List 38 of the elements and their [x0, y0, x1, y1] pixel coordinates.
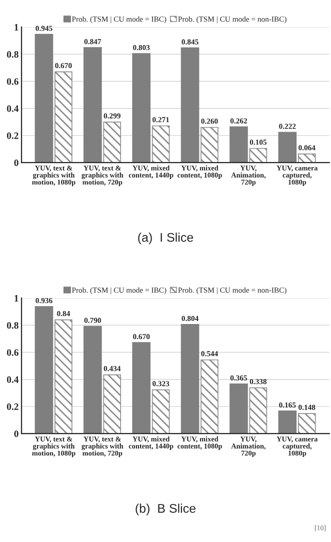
bar — [132, 342, 151, 434]
bar — [180, 324, 200, 434]
bar — [84, 326, 102, 434]
bar — [152, 125, 170, 163]
y-tick-label: 0.8 — [6, 51, 18, 58]
bar — [54, 71, 72, 163]
bar — [278, 410, 297, 434]
y-tick-label: 0.2 — [6, 132, 18, 140]
bar — [34, 306, 54, 434]
bar — [152, 389, 170, 434]
bar — [200, 126, 218, 163]
y-tick-label: 0.6 — [6, 349, 18, 356]
bar — [278, 132, 297, 163]
bar — [230, 383, 248, 434]
y-tick-label: 0 — [14, 160, 18, 166]
bar — [132, 53, 151, 163]
text: (b) B Slice — [136, 504, 196, 516]
y-tick-label: 1 — [14, 295, 18, 302]
bar — [298, 413, 316, 434]
y-tick-label: 0 — [14, 430, 18, 438]
y-tick-label: 0.8 — [6, 322, 18, 329]
bar — [249, 148, 268, 163]
bar — [84, 47, 102, 163]
text: (a) I Slice — [138, 232, 194, 244]
bar — [249, 387, 268, 434]
bar — [54, 319, 72, 434]
bar — [298, 154, 316, 163]
y-tick-label: 1 — [14, 24, 18, 30]
y-tick-label: 0.6 — [6, 78, 18, 85]
bar — [103, 374, 122, 434]
bar — [230, 126, 248, 163]
bar — [103, 122, 122, 163]
bar — [34, 34, 54, 163]
y-tick-label: 0.4 — [6, 105, 19, 112]
bar — [180, 47, 200, 163]
y-tick-label: 0.2 — [6, 403, 18, 410]
bar — [200, 359, 218, 434]
y-tick-label: 0.4 — [6, 376, 19, 383]
